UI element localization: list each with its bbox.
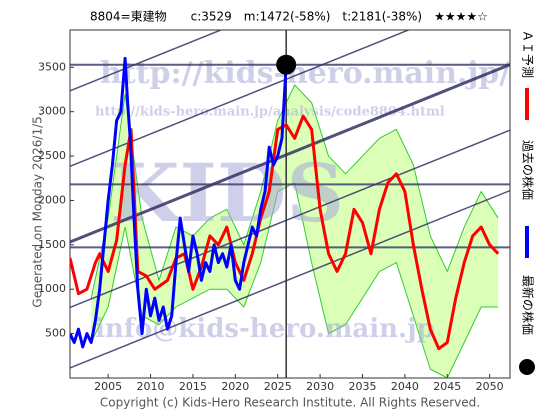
x-tick-label: 2020: [221, 380, 249, 393]
x-tick-label: 2030: [306, 380, 334, 393]
trend-line: [70, 189, 510, 369]
band-line: [90, 181, 499, 378]
x-tick-label: 2015: [179, 380, 207, 393]
x-tick-label: 2050: [476, 380, 504, 393]
x-tick-label: 2005: [94, 380, 122, 393]
series-line: [70, 56, 288, 349]
y-tick-label: 500: [45, 327, 66, 340]
x-tick-label: 2035: [348, 380, 376, 393]
trend-line: [70, 30, 223, 92]
footer: Copyright (c) Kids-Hero Research Institu…: [100, 396, 480, 410]
y-tick-label: 3000: [38, 105, 66, 118]
legend-label: 最新の株価: [521, 275, 536, 335]
legend-label: 過去の株価: [521, 140, 536, 200]
watermark: http://kids-hero.main.jp/analysis/code88…: [95, 105, 445, 120]
watermark: info@kids-hero.main.jp: [95, 314, 435, 344]
y-tick-label: 3500: [38, 60, 66, 73]
trend-line: [70, 30, 411, 168]
chart-title: 8804=東建物 c:3529 m:1472(-58%) t:2181(-38%…: [90, 10, 488, 24]
y-tick-label: 2000: [38, 193, 66, 206]
x-tick-label: 2010: [137, 380, 165, 393]
band-area: [91, 85, 499, 378]
watermark: KIDS: [110, 146, 344, 240]
legend-label: ＡＩ予測: [521, 30, 535, 78]
x-tick-label: 2045: [433, 380, 461, 393]
y-tick-label: 1500: [38, 238, 66, 251]
y-tick-label: 1000: [38, 282, 66, 295]
current-price: [276, 54, 297, 75]
trend-line: [70, 63, 510, 244]
trend-line: [70, 129, 510, 309]
plot: http://kids-hero.main.jp/http://kids-her…: [70, 30, 510, 378]
side-note: Generated on Monday 2026/1/5.: [31, 112, 45, 307]
legend-swatch: [519, 359, 535, 375]
y-tick-label: 2500: [38, 149, 66, 162]
watermark: http://kids-hero.main.jp/: [100, 56, 510, 91]
x-tick-label: 2040: [391, 380, 419, 393]
band-line: [90, 84, 499, 299]
x-tick-label: 2025: [264, 380, 292, 393]
